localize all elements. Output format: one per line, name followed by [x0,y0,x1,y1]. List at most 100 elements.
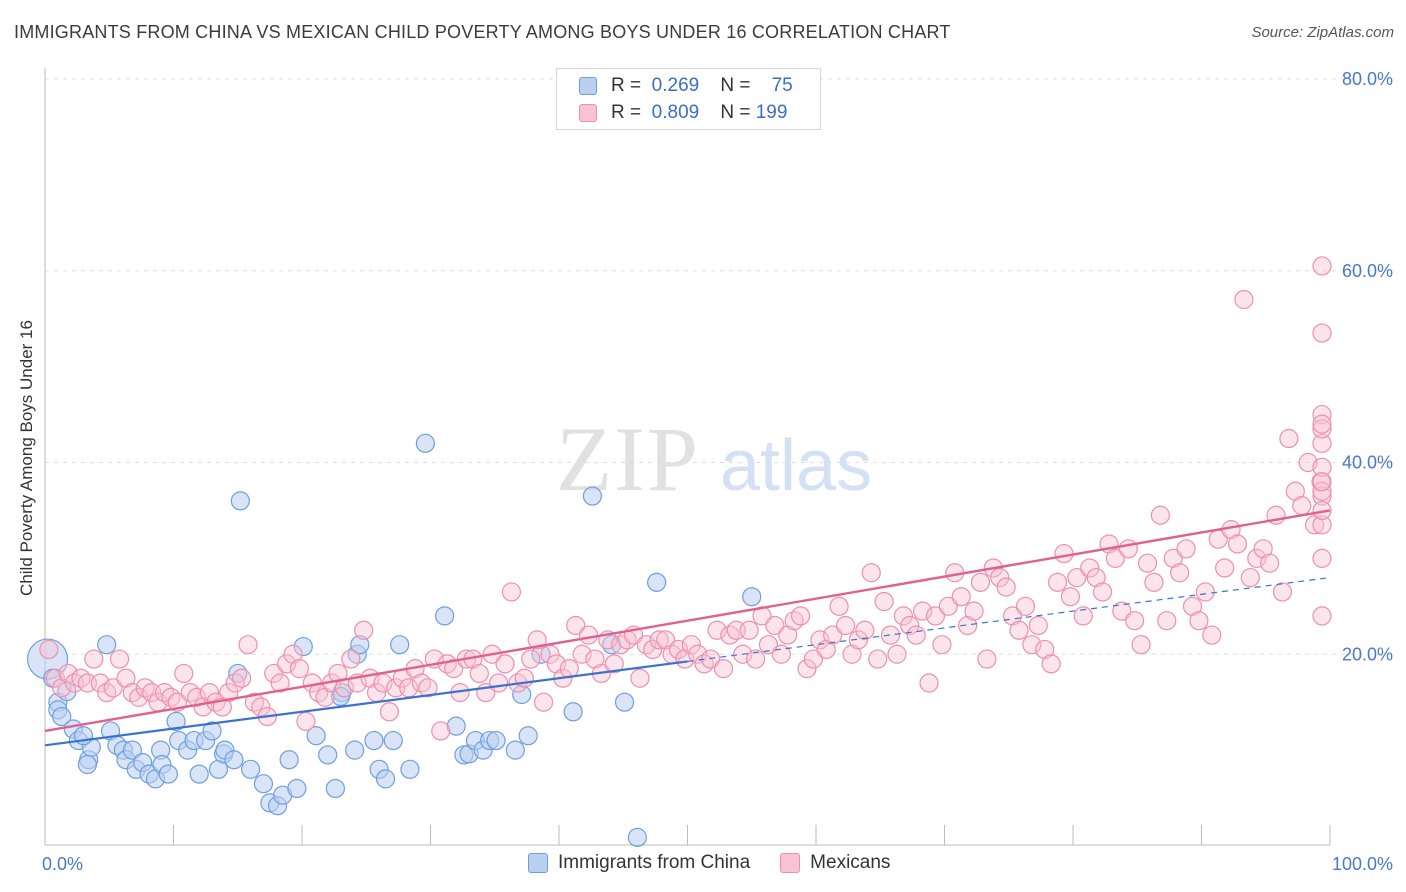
mexican-point [1105,548,1126,568]
mexican-point [790,606,811,626]
chart-title: IMMIGRANTS FROM CHINA VS MEXICAN CHILD P… [14,22,951,42]
mexican-point [1003,606,1023,626]
mexican-point [1312,323,1332,343]
china-point [486,730,506,751]
china-point [435,606,455,626]
mexican-point [270,673,290,693]
mexican-point [938,596,958,616]
china-point [325,778,346,799]
mexican-point [315,687,335,707]
source-credit: Source: ZipAtlas.com [1251,24,1394,41]
mexican-point [1312,500,1332,521]
mexican-point [546,654,567,674]
mexican-point [913,601,933,621]
mexican-point [1067,567,1087,588]
mexican-point [958,615,978,636]
mexican-point [341,649,361,669]
mexican-point [861,563,881,583]
china-point [189,764,209,784]
china-point [364,730,384,751]
mexican-point [566,615,586,636]
mexican-point [1073,606,1093,626]
mexican-point [1125,611,1145,631]
china-point [293,636,313,657]
legend-label-china: Immigrants from China [558,852,751,873]
mexican-point [1312,433,1332,453]
mexican-point [296,711,316,731]
mexican-point [1312,457,1332,477]
mexican-point [604,654,624,674]
mexican-point [1292,496,1312,516]
mexican-point [1150,505,1170,525]
y-tick-label: 60.0% [1342,261,1393,281]
mexican-point [1253,539,1273,559]
china-point [614,692,635,712]
china-point [647,572,667,592]
y-tick-label: 20.0% [1342,644,1393,664]
mexican-point [765,615,785,636]
china-point [224,750,244,770]
mexican-point [778,625,798,645]
mexican-point [1176,539,1196,559]
mexican-point [431,721,451,741]
mexican-point [109,649,130,669]
mexican-point [816,639,836,660]
china-swatch [579,77,597,95]
mexican-point [835,615,856,636]
china-point [158,764,178,784]
mexican-point [925,606,946,626]
mexican-point [707,620,727,640]
y-axis-label: Child Poverty Among Boys Under 16 [17,320,36,596]
mexican-point [810,630,830,650]
mexican-point [996,577,1016,597]
mexican-point [578,625,599,645]
mexican-point [1086,567,1106,588]
mexican-point [1028,615,1048,636]
mexican-point [129,687,149,707]
mexican-trend-line [44,509,1331,733]
y-tick-labels: 20.0% 40.0% 60.0% 80.0% [1342,69,1393,664]
mexican-point [880,625,901,645]
x-tick-label: 0.0% [42,854,83,874]
china-point [383,730,403,751]
series-legend: Immigrants from China Mexicans [528,852,920,874]
mexican-point [90,673,110,693]
mexican-point [1009,620,1029,640]
mexican-point [643,639,663,660]
legend-row-china: R = 0.269 N = 75 [579,74,793,98]
mexican-point [1144,572,1164,592]
mexican-point [276,654,297,674]
china-point [390,635,410,655]
mexican-point [1131,635,1151,655]
mexican-point [668,639,689,660]
mexican-point [1285,481,1305,501]
mexican-point [1260,553,1280,573]
r-label: R = [611,102,642,123]
mexican-point [1054,543,1074,564]
mexican-point [1312,515,1332,535]
mexican-point [829,596,849,616]
mexican-point [1157,611,1177,631]
mexican-point [874,591,894,612]
mexican-point [1312,606,1332,626]
china-point [505,740,525,760]
mexican-point [758,635,779,655]
mexican-point [1189,611,1209,631]
china-point [306,726,326,746]
china-point [52,706,72,727]
mexican-point [1272,582,1293,602]
mexican-point [1060,587,1081,607]
mexican-swatch [780,853,801,873]
mexican-point [328,663,348,684]
china-point [77,754,98,775]
mexican-point [174,663,194,684]
mexican-point [1015,596,1036,616]
mexican-point [1022,635,1042,655]
legend-item-mexicans: Mexicans [780,852,890,874]
mexican-point [1312,472,1332,492]
china-point [202,721,222,741]
mexican-point [900,615,920,636]
mexican-point [630,668,650,688]
legend-row-mexicans: R = 0.809 N = 199 [579,101,787,125]
